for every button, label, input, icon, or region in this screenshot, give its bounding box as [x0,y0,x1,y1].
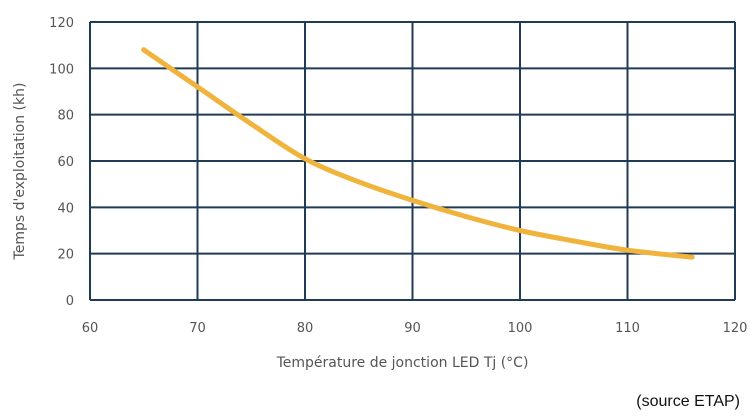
y-tick-label: 0 [66,294,74,309]
y-axis-title: Temps d'exploitation (kh) [12,83,28,261]
series-layer [141,47,695,260]
data-point [302,156,308,162]
tick-labels: 60 70 80 90 100 110 120 0 20 40 60 80 100 120 [49,16,747,336]
x-tick-label: 60 [82,321,99,336]
x-axis-title: Température de jonction LED Tj (°C) [276,355,529,371]
x-tick-label: 120 [723,321,748,336]
series-line-0 [141,47,695,260]
data-point [517,228,523,233]
data-point [195,84,200,90]
data-point [625,247,630,253]
source-note: (source ETAP) [636,393,740,410]
data-point [248,121,254,127]
data-point [463,214,469,220]
data-point [141,47,147,53]
y-tick-label: 100 [49,62,74,77]
x-tick-label: 100 [508,321,533,336]
data-point [410,197,415,203]
x-tick-label: 110 [615,321,640,336]
y-tick-label: 120 [49,16,74,31]
data-point [689,254,695,260]
grid [89,21,736,301]
y-tick-label: 40 [57,201,74,216]
y-tick-label: 20 [57,248,74,263]
y-tick-label: 80 [57,109,74,124]
y-tick-label: 60 [57,155,74,170]
x-tick-label: 70 [189,321,206,336]
x-tick-label: 80 [297,321,314,336]
x-tick-label: 90 [404,321,421,336]
data-point [356,179,362,185]
data-point [571,238,577,244]
